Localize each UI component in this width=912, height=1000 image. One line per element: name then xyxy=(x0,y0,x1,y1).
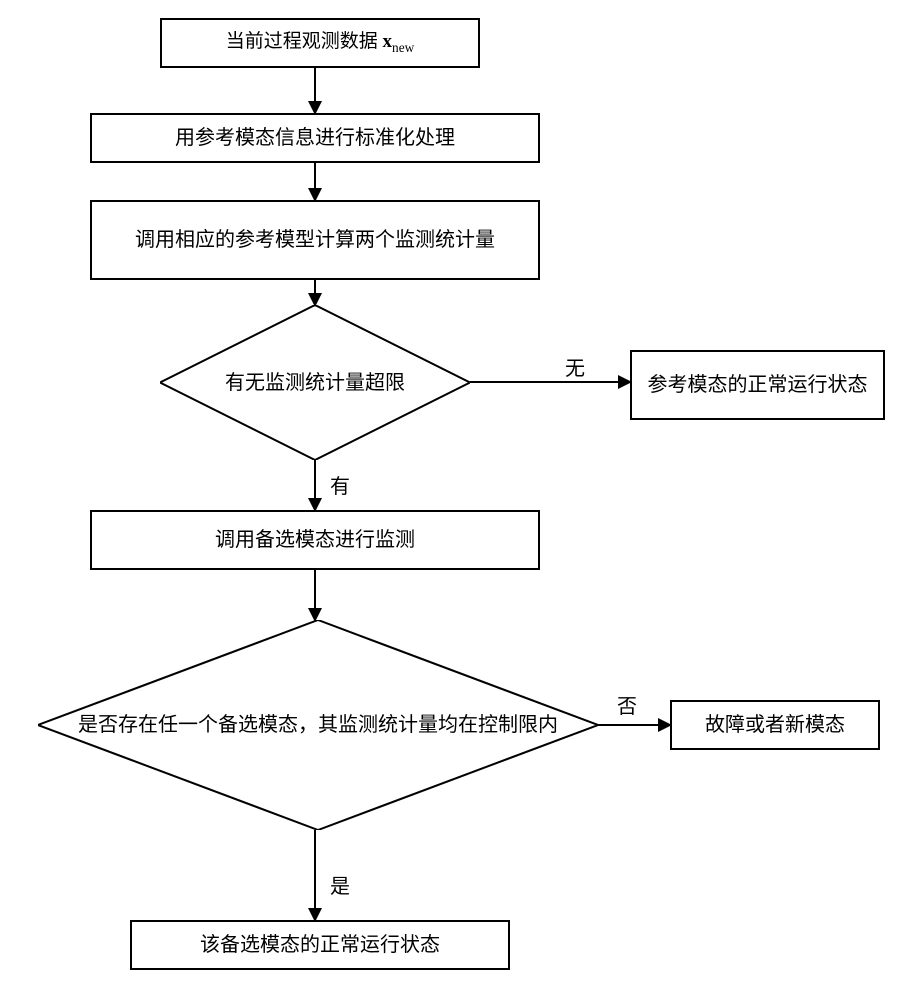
node-label: 当前过程观测数据 xnew xyxy=(226,27,414,58)
flow-decision-alternate-within: 是否存在任一个备选模态，其监测统计量均在控制限内 xyxy=(38,620,598,830)
edge-label-no: 否 xyxy=(617,690,637,719)
flow-node-normal-alternate: 该备选模态的正常运行状态 xyxy=(130,920,510,970)
node-label: 是否存在任一个备选模态，其监测统计量均在控制限内 xyxy=(78,707,558,743)
flow-node-normal-reference: 参考模态的正常运行状态 xyxy=(630,350,885,420)
edge-label-has: 有 xyxy=(330,470,350,499)
edge-label-yes: 是 xyxy=(330,870,350,899)
label-sub: new xyxy=(392,40,414,55)
edge-label-none: 无 xyxy=(565,352,585,381)
flow-decision-limit-exceeded: 有无监测统计量超限 xyxy=(160,305,470,460)
flow-node-fault-or-new: 故障或者新模态 xyxy=(670,700,880,750)
label-prefix: 当前过程观测数据 xyxy=(226,31,383,52)
label-math: x xyxy=(383,31,393,52)
flow-node-alternate-monitor: 调用备选模态进行监测 xyxy=(90,510,540,570)
node-label: 调用备选模态进行监测 xyxy=(215,524,415,556)
node-label: 有无监测统计量超限 xyxy=(225,365,405,401)
flow-node-standardize: 用参考模态信息进行标准化处理 xyxy=(90,113,540,163)
node-label: 该备选模态的正常运行状态 xyxy=(200,929,440,961)
node-label: 用参考模态信息进行标准化处理 xyxy=(175,122,455,154)
flow-node-input-data: 当前过程观测数据 xnew xyxy=(160,18,480,68)
node-label: 调用相应的参考模型计算两个监测统计量 xyxy=(135,224,495,256)
node-label: 故障或者新模态 xyxy=(705,709,845,741)
flow-node-compute-stats: 调用相应的参考模型计算两个监测统计量 xyxy=(90,200,540,280)
node-label: 参考模态的正常运行状态 xyxy=(648,369,868,401)
